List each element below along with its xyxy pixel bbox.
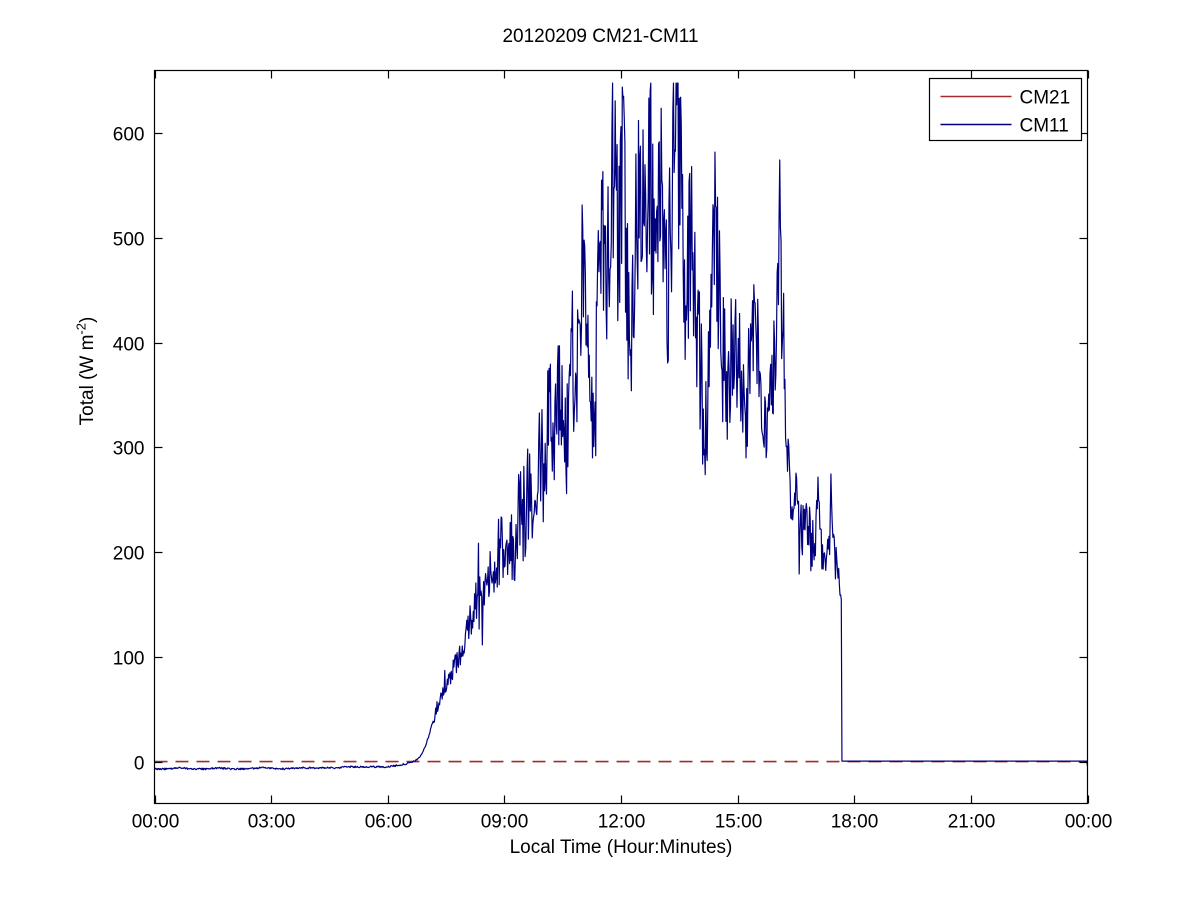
x-tick-6: 18:00: [831, 70, 879, 833]
y-tick-label: 400: [113, 335, 145, 356]
y-tick-label: 0: [134, 754, 145, 775]
x-tick-label: 09:00: [481, 812, 529, 833]
y-tick-4: 400: [113, 335, 1088, 356]
legend-label: CM21: [1020, 88, 1071, 109]
x-tick-label: 18:00: [831, 812, 879, 833]
y-tick-2: 200: [113, 544, 1088, 565]
y-tick-label: 300: [113, 439, 145, 460]
legend-box[interactable]: CM21 CM11: [928, 77, 1083, 142]
x-tick-8: 00:00: [1065, 70, 1113, 833]
x-tick-label: 00:00: [1065, 812, 1113, 833]
y-tick-5: 500: [113, 230, 1088, 251]
tick-layer: 00:00 03:00 06:00 09:00 12:00 15:00 18:00 21:00…: [113, 70, 1113, 833]
y-tick-label: 100: [113, 649, 145, 670]
x-tick-label: 15:00: [715, 812, 763, 833]
x-tick-5: 15:00: [715, 70, 763, 833]
x-tick-7: 21:00: [948, 70, 996, 833]
x-tick-label: 00:00: [132, 812, 180, 833]
y-tick-0: 0: [134, 754, 1088, 775]
x-tick-label: 03:00: [248, 812, 296, 833]
x-tick-4: 12:00: [598, 70, 646, 833]
x-tick-0: 00:00: [132, 70, 180, 833]
x-tick-3: 09:00: [481, 70, 529, 833]
y-tick-3: 300: [113, 439, 1088, 460]
y-tick-1: 100: [113, 649, 1088, 670]
x-axis-label: Local Time (Hour:Minutes): [509, 837, 733, 858]
x-tick-2: 06:00: [365, 70, 413, 833]
legend-entry-cm11[interactable]: CM11: [940, 116, 1069, 137]
y-tick-label: 600: [113, 125, 145, 146]
x-tick-label: 12:00: [598, 812, 646, 833]
legend-label: CM11: [1020, 116, 1069, 137]
legend-entry-cm21[interactable]: CM21: [940, 88, 1071, 109]
y-tick-label: 200: [113, 544, 145, 565]
legend-frame: [928, 77, 1083, 142]
x-tick-1: 03:00: [248, 70, 296, 833]
y-tick-label: 500: [113, 230, 145, 251]
series-layer: [154, 82, 1089, 771]
x-tick-label: 06:00: [365, 812, 413, 833]
series-line-cm11: [154, 82, 1089, 771]
chart-title: 20120209 CM21-CM11: [502, 26, 699, 47]
x-tick-label: 21:00: [948, 812, 996, 833]
